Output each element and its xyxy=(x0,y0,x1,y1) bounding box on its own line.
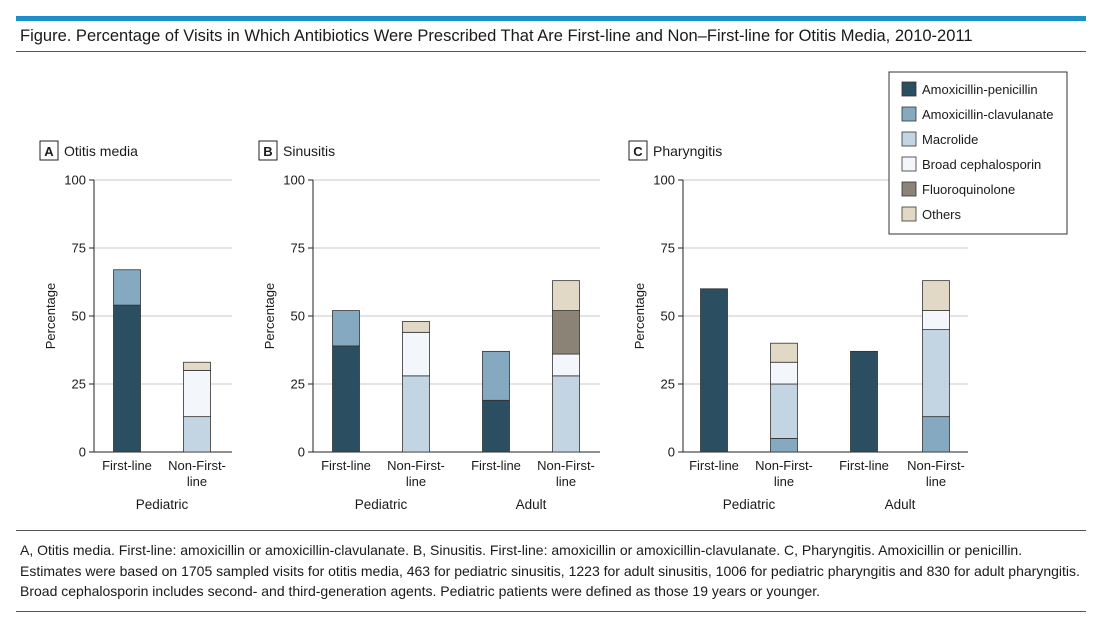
x-tick-label: First-line xyxy=(839,458,889,473)
x-tick-label: line xyxy=(406,474,426,489)
bar-segment xyxy=(332,345,360,453)
y-tick-label: 25 xyxy=(661,377,675,392)
y-tick-label: 75 xyxy=(291,241,305,256)
panel-letter: A xyxy=(44,144,54,159)
legend-box xyxy=(888,71,1068,235)
legend-swatch xyxy=(901,81,917,97)
bar-segment xyxy=(482,399,510,453)
panel-letter-box xyxy=(39,140,59,161)
legend-swatch xyxy=(901,156,917,172)
x-tick-label: line xyxy=(926,474,946,489)
bar-segment xyxy=(850,350,878,453)
y-axis-label: Percentage xyxy=(262,283,277,350)
y-tick-label: 50 xyxy=(72,309,86,324)
bar-segment xyxy=(770,437,798,453)
x-tick-label: First-line xyxy=(102,458,152,473)
bar-segment xyxy=(482,350,510,401)
bar-segment xyxy=(402,321,430,333)
x-tick-label: First-line xyxy=(689,458,739,473)
panel-letter: C xyxy=(633,144,643,159)
y-tick-label: 75 xyxy=(72,241,86,256)
x-tick-label: Non-First- xyxy=(387,458,445,473)
charts-area: A Otitis media 0 25 50 75 100 Percentage First-l… xyxy=(39,71,1068,512)
bar-segment xyxy=(552,353,580,377)
group-label: Pediatric xyxy=(355,497,408,512)
caption-rule-bottom xyxy=(16,611,1086,612)
legend-label: Others xyxy=(922,207,962,222)
bar-segment xyxy=(700,288,728,453)
x-tick-label: line xyxy=(187,474,207,489)
bar-segment xyxy=(402,331,430,377)
y-tick-label: 100 xyxy=(653,173,675,188)
panel-c: C Pharyngitis 0 25 50 75 100 Percentage First-li… xyxy=(628,140,968,512)
figure-caption: A, Otitis media. First-line: amoxicillin… xyxy=(20,542,1080,599)
bar-segment xyxy=(552,375,580,453)
caption-rule-top xyxy=(16,530,1086,531)
bar-segment xyxy=(113,269,141,306)
x-tick-label: First-line xyxy=(321,458,371,473)
panel-title: Sinusitis xyxy=(283,143,335,159)
bar-segment xyxy=(552,280,580,311)
bar-segment xyxy=(922,280,950,311)
x-tick-label: line xyxy=(774,474,794,489)
figure-title: Figure. Percentage of Visits in Which An… xyxy=(20,27,973,45)
y-tick-label: 50 xyxy=(291,309,305,324)
title-rule xyxy=(16,51,1086,52)
panel-letter-box xyxy=(258,140,278,161)
x-tick-label: First-line xyxy=(471,458,521,473)
bar-segment xyxy=(402,375,430,453)
bar-segment xyxy=(183,361,211,371)
bar-segment xyxy=(922,310,950,330)
panel-title: Otitis media xyxy=(64,143,138,159)
y-tick-label: 25 xyxy=(72,377,86,392)
x-tick-label: Non-First- xyxy=(537,458,595,473)
bar-segment xyxy=(332,310,360,347)
x-tick-label: Non-First- xyxy=(907,458,965,473)
group-label: Pediatric xyxy=(723,497,776,512)
legend-label: Macrolide xyxy=(922,132,978,147)
legend: Amoxicillin-penicillin Amoxicillin-clavul… xyxy=(888,71,1068,235)
group-label: Adult xyxy=(885,497,916,512)
legend-label: Broad cephalosporin xyxy=(922,157,1041,172)
panel-title: Pharyngitis xyxy=(653,143,722,159)
bar-segment xyxy=(552,310,580,355)
y-tick-label: 0 xyxy=(79,445,86,460)
y-tick-label: 0 xyxy=(298,445,305,460)
bar-segment xyxy=(183,416,211,453)
bar-segment xyxy=(113,304,141,453)
bar-segment xyxy=(922,416,950,453)
y-tick-label: 100 xyxy=(283,173,305,188)
y-axis-label: Percentage xyxy=(43,283,58,350)
legend-swatch xyxy=(901,206,917,222)
y-tick-label: 75 xyxy=(661,241,675,256)
group-label: Adult xyxy=(516,497,547,512)
bar-segment xyxy=(922,329,950,418)
legend-swatch xyxy=(901,131,917,147)
y-tick-label: 25 xyxy=(291,377,305,392)
legend-swatch xyxy=(901,181,917,197)
legend-label: Fluoroquinolone xyxy=(922,182,1015,197)
panel-b: B Sinusitis 0 25 50 75 100 Percentage First-line… xyxy=(258,140,600,512)
bar-segment xyxy=(770,383,798,439)
legend-label: Amoxicillin-penicillin xyxy=(922,82,1038,97)
y-tick-label: 0 xyxy=(668,445,675,460)
y-tick-label: 50 xyxy=(661,309,675,324)
panel-a: A Otitis media 0 25 50 75 100 Percentage First-l… xyxy=(39,140,232,512)
legend-label: Amoxicillin-clavulanate xyxy=(922,107,1054,122)
x-tick-label: Non-First- xyxy=(755,458,813,473)
y-axis-label: Percentage xyxy=(632,283,647,350)
legend-swatch xyxy=(901,106,917,122)
group-label: Pediatric xyxy=(136,497,189,512)
x-tick-label: line xyxy=(556,474,576,489)
panel-letter: B xyxy=(263,144,272,159)
bar-segment xyxy=(183,369,211,418)
bar-segment xyxy=(770,361,798,385)
y-tick-label: 100 xyxy=(64,173,86,188)
x-tick-label: Non-First- xyxy=(168,458,226,473)
header-accent-bar xyxy=(16,16,1086,21)
panel-letter-box xyxy=(628,140,648,161)
bar-segment xyxy=(770,342,798,363)
